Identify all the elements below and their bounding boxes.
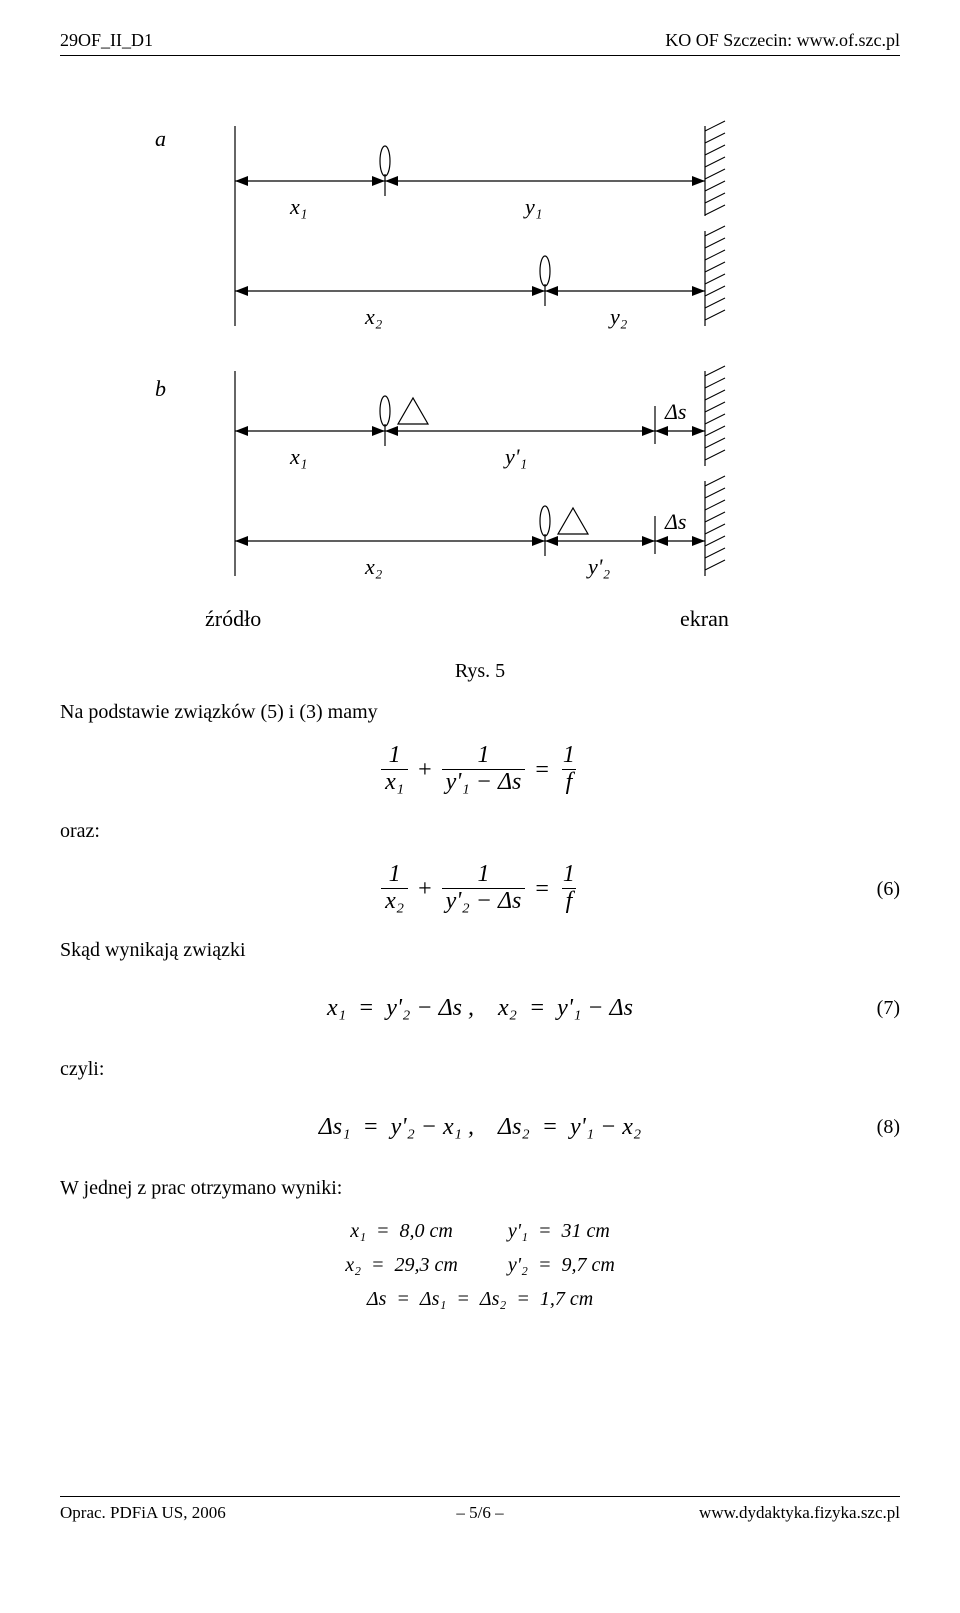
para-thus: czyli: bbox=[60, 1058, 900, 1081]
para-results: W jednej z prac otrzymano wyniki: bbox=[60, 1177, 900, 1200]
eq5-y: y'₁ − Δs bbox=[442, 769, 526, 797]
result-line-2: x₂ = 29,3 cm y'₂ = 9,7 cm bbox=[60, 1248, 900, 1282]
label-y1: y₁ bbox=[523, 194, 542, 219]
eq8-num: (8) bbox=[877, 1116, 900, 1139]
header-left: 29OF_II_D1 bbox=[60, 30, 153, 51]
footer-left: Oprac. PDFiA US, 2006 bbox=[60, 1503, 226, 1523]
label-source: źródło bbox=[205, 606, 261, 631]
label-yp1: y'₁ bbox=[503, 444, 527, 469]
eq6-num: (6) bbox=[877, 878, 900, 901]
figure-svg: a bbox=[110, 86, 850, 646]
eq6-y: y'₂ − Δs bbox=[442, 888, 526, 916]
figure-caption: Rys. 5 bbox=[60, 660, 900, 683]
label-y2: y₂ bbox=[608, 304, 628, 329]
label-screen: ekran bbox=[680, 606, 729, 631]
page: 29OF_II_D1 KO OF Szczecin: www.of.szc.pl… bbox=[0, 0, 960, 1553]
page-header: 29OF_II_D1 KO OF Szczecin: www.of.szc.pl bbox=[60, 30, 900, 56]
equation-6: 1x₂ + 1y'₂ − Δs = 1f (6) bbox=[60, 859, 900, 919]
para-hence: Skąd wynikają związki bbox=[60, 939, 900, 962]
page-footer: Oprac. PDFiA US, 2006 – 5/6 – www.dydakt… bbox=[60, 1496, 900, 1523]
figure: a bbox=[110, 86, 850, 646]
label-a: a bbox=[155, 126, 166, 151]
label-ds1: Δs bbox=[664, 399, 686, 424]
result-line-3: Δs = Δs₁ = Δs₂ = 1,7 cm bbox=[60, 1282, 900, 1316]
eq8-text: Δs₁ = y'₂ − x₁ , Δs₂ = y'₁ − x₂ bbox=[319, 1114, 642, 1141]
eq6-x: x₂ bbox=[381, 888, 408, 916]
eq7-text: x₁ = y'₂ − Δs , x₂ = y'₁ − Δs bbox=[327, 995, 633, 1022]
result-line-1: x₁ = 8,0 cm y'₁ = 31 cm bbox=[60, 1214, 900, 1248]
results-block: x₁ = 8,0 cm y'₁ = 31 cm x₂ = 29,3 cm y'₂… bbox=[60, 1214, 900, 1316]
footer-center: – 5/6 – bbox=[456, 1503, 503, 1523]
label-x2: x₂ bbox=[364, 304, 383, 329]
para-and: oraz: bbox=[60, 820, 900, 843]
equation-7: x₁ = y'₂ − Δs , x₂ = y'₁ − Δs (7) bbox=[60, 978, 900, 1038]
footer-right: www.dydaktyka.fizyka.szc.pl bbox=[699, 1503, 900, 1523]
label-x1: x₁ bbox=[289, 194, 307, 219]
eq7-num: (7) bbox=[877, 997, 900, 1020]
label-ds2: Δs bbox=[664, 509, 686, 534]
eq5-x: x₁ bbox=[381, 769, 408, 797]
equation-8: Δs₁ = y'₂ − x₁ , Δs₂ = y'₁ − x₂ (8) bbox=[60, 1097, 900, 1157]
label-x1-b: x₁ bbox=[289, 444, 307, 469]
para-intro: Na podstawie związków (5) i (3) mamy bbox=[60, 701, 900, 724]
header-right: KO OF Szczecin: www.of.szc.pl bbox=[665, 30, 900, 51]
label-b: b bbox=[155, 376, 166, 401]
label-x2-b: x₂ bbox=[364, 554, 383, 579]
label-yp2: y'₂ bbox=[586, 554, 610, 579]
equation-5: 1x₁ + 1y'₁ − Δs = 1f bbox=[60, 740, 900, 800]
